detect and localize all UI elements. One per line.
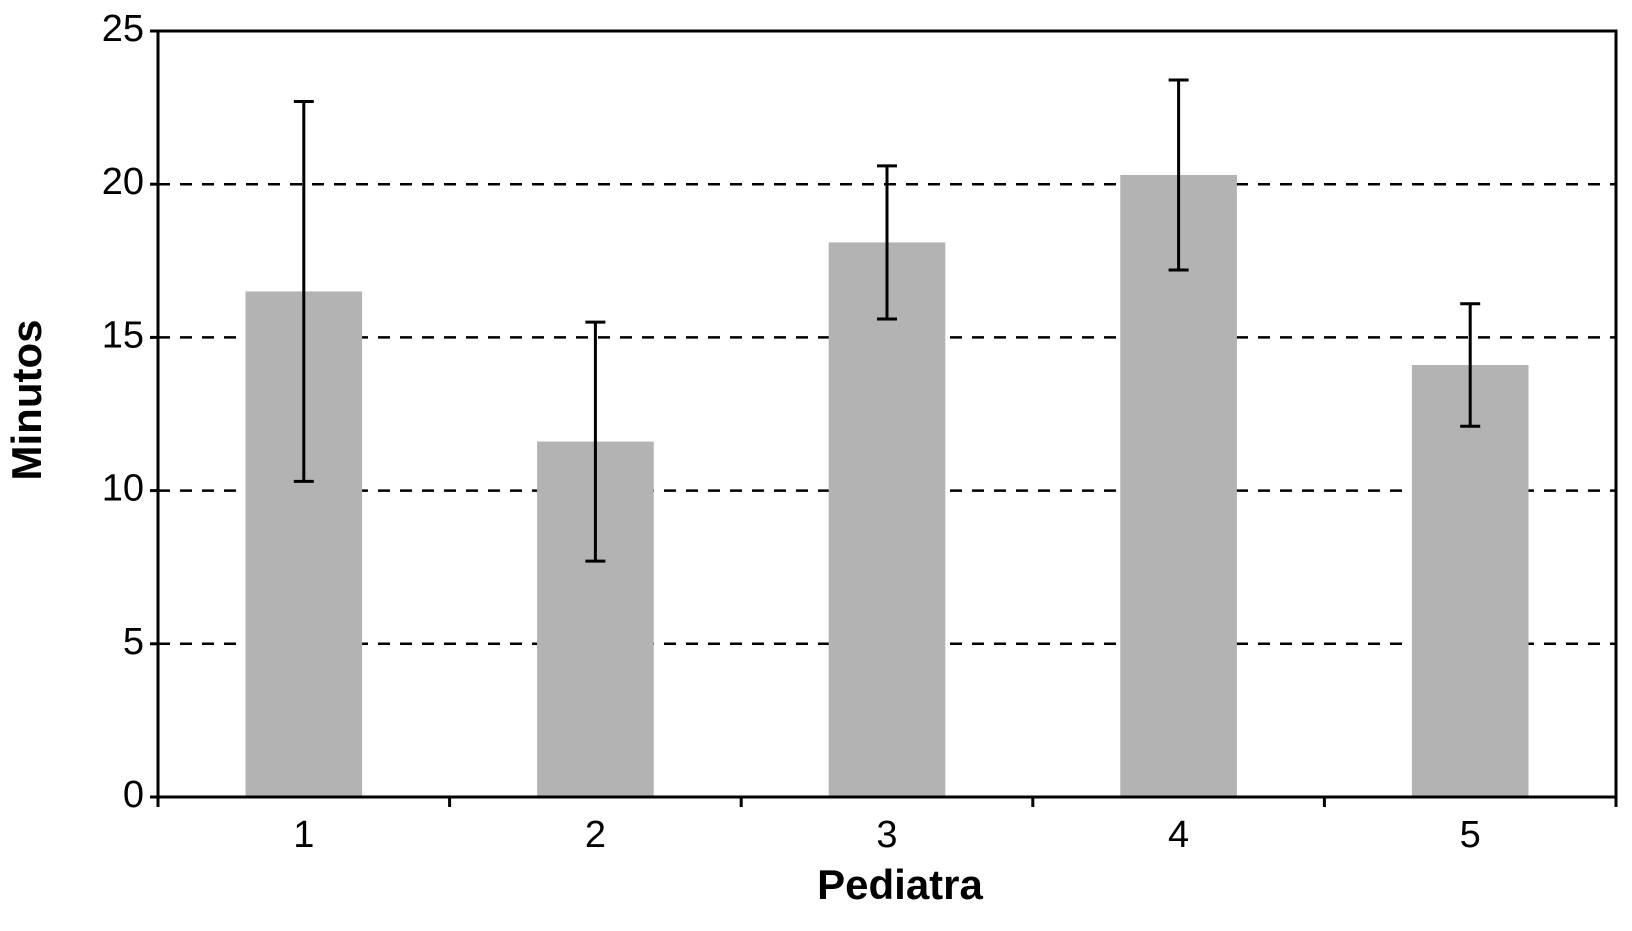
x-tick-label: 2 <box>585 814 606 856</box>
x-tick-label: 1 <box>293 814 314 856</box>
y-axis-title: Minutos <box>3 320 50 481</box>
y-tick-label: 25 <box>102 8 144 50</box>
bar <box>1120 175 1237 797</box>
y-tick-label: 20 <box>102 161 144 203</box>
error-bar <box>585 320 606 563</box>
y-tick-label: 0 <box>123 774 144 816</box>
y-tick-label: 5 <box>123 621 144 663</box>
y-tick-label: 15 <box>102 314 144 356</box>
y-tick-label: 10 <box>102 468 144 510</box>
error-bar <box>877 164 897 321</box>
bar <box>828 242 946 797</box>
x-tick-label: 4 <box>1168 814 1189 856</box>
x-tick-label: 3 <box>876 814 897 856</box>
error-bar <box>293 99 314 483</box>
x-axis-title: Pediatra <box>817 861 983 908</box>
plot-frame <box>156 29 1618 799</box>
error-bar <box>1168 78 1189 272</box>
bar <box>1411 364 1529 797</box>
error-bar <box>1460 302 1481 428</box>
x-tick-label: 5 <box>1460 814 1481 856</box>
